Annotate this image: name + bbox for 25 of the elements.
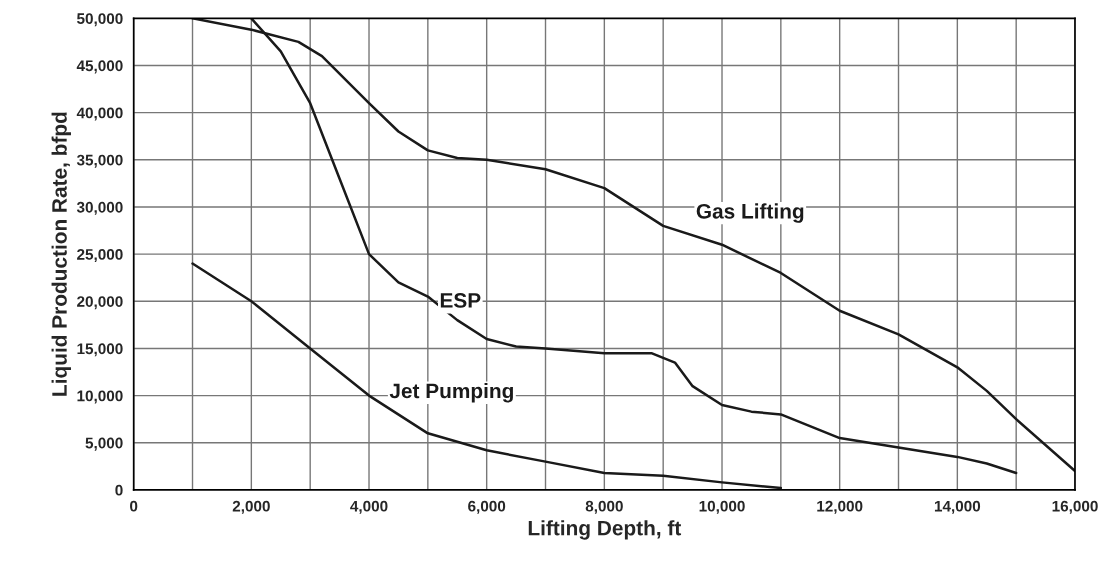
x-tick-label: 10,000 <box>699 500 745 514</box>
x-tick-label: 0 <box>130 500 138 512</box>
y-tick-label: 30,000 <box>76 201 123 215</box>
x-tick-label: 2,000 <box>232 500 270 514</box>
x-tick-label: 16,000 <box>1052 500 1098 514</box>
y-tick-label: 0 <box>115 484 123 496</box>
y-tick-label: 35,000 <box>76 154 123 168</box>
series-label: Jet Pumping <box>389 383 513 403</box>
series-label: Gas Lifting <box>696 203 804 223</box>
x-tick-label: 4,000 <box>350 500 388 514</box>
y-tick-label: 10,000 <box>77 390 123 404</box>
y-tick-label: 45,000 <box>76 60 123 74</box>
series-label: ESP <box>440 293 481 308</box>
y-tick-label: 50,000 <box>77 13 123 27</box>
y-axis-title: Liquid Production Rate, bfpd <box>51 112 71 396</box>
y-tick-label: 15,000 <box>77 343 123 357</box>
y-tick-label: 20,000 <box>77 296 123 310</box>
y-tick-label: 25,000 <box>77 248 123 263</box>
x-tick-label: 8,000 <box>585 500 623 514</box>
x-tick-label: 12,000 <box>817 500 863 514</box>
x-axis-title: Lifting Depth, ft <box>528 520 682 540</box>
y-tick-label: 5,000 <box>85 437 123 451</box>
y-tick-label: 40,000 <box>76 107 123 121</box>
x-tick-label: 14,000 <box>934 500 981 514</box>
x-tick-label: 6,000 <box>468 500 506 514</box>
